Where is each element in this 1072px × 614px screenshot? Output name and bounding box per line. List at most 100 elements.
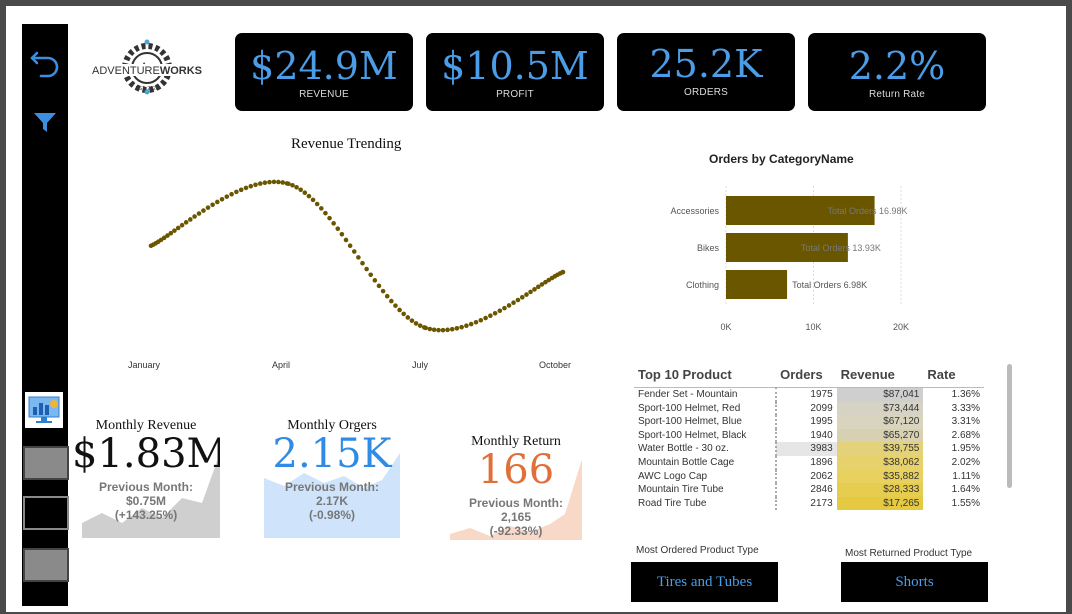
sidebar xyxy=(22,24,69,606)
trend-point xyxy=(318,206,324,211)
column-header-orders[interactable]: Orders xyxy=(776,361,837,388)
trend-point xyxy=(238,187,244,193)
kpi-revenue: $24.9M REVENUE xyxy=(235,33,413,111)
category-bar[interactable] xyxy=(726,270,788,299)
trend-point xyxy=(389,298,394,304)
table-row[interactable]: Road Tire Tube 2173 $17,265 1.55% xyxy=(634,496,984,511)
trend-point xyxy=(417,323,423,328)
trend-point xyxy=(454,326,460,331)
trend-point xyxy=(210,202,215,208)
trend-point xyxy=(290,182,295,188)
return-sparkline xyxy=(450,459,582,540)
page-nav-button-3[interactable] xyxy=(23,548,69,582)
trend-point xyxy=(253,182,258,188)
trend-point xyxy=(302,190,308,196)
trend-point xyxy=(488,313,493,319)
trend-point xyxy=(368,272,374,278)
trend-point xyxy=(165,233,170,238)
x-tick-label: July xyxy=(412,360,429,370)
trend-point xyxy=(372,278,378,283)
trend-point xyxy=(384,293,390,299)
table-row[interactable]: Mountain Bottle Cage 1896 $38,062 2.02% xyxy=(634,455,984,470)
report-canvas: ADVENTUREWORKS EST. 2020 $24.9M REVENUE … xyxy=(6,6,1066,612)
trend-point xyxy=(201,208,206,213)
table-scrollbar[interactable] xyxy=(1007,364,1012,488)
trend-point xyxy=(431,327,437,333)
most-ordered-label: Most Ordered Product Type xyxy=(636,545,759,556)
trend-point xyxy=(502,305,507,311)
x-tick-label: October xyxy=(539,360,572,370)
column-header-product[interactable]: Top 10 Product xyxy=(634,361,777,388)
product-cell: Mountain Bottle Cage xyxy=(638,456,735,468)
trend-point xyxy=(440,327,446,333)
table-row[interactable]: AWC Logo Cap 2062 $35,882 1.11% xyxy=(634,469,984,484)
category-bar[interactable] xyxy=(726,233,848,262)
previous-month-label: Previous Month: xyxy=(98,480,193,494)
kpi-orders: 25.2K ORDERS xyxy=(617,33,795,111)
filter-icon[interactable] xyxy=(26,104,64,142)
dashboard-icon[interactable] xyxy=(25,392,63,428)
trend-point xyxy=(276,179,281,185)
kpi-value: $10.5M xyxy=(441,44,589,88)
column-header-revenue[interactable]: Revenue xyxy=(836,361,924,388)
trend-point xyxy=(310,197,316,203)
kpi-profit: $10.5M PROFIT xyxy=(426,33,604,111)
trend-point xyxy=(196,211,202,216)
trend-point xyxy=(168,230,174,236)
adventureworks-logo: ADVENTUREWORKS EST. 2020 xyxy=(92,36,202,106)
trend-point xyxy=(175,225,181,231)
orders-cell: 3983 xyxy=(775,442,837,456)
table-row[interactable]: Water Bottle - 30 oz. 3983 $39,755 1.95% xyxy=(634,442,984,456)
trend-point xyxy=(327,215,332,221)
column-header-rate[interactable]: Rate xyxy=(923,361,984,388)
rate-cell: 1.55% xyxy=(951,497,980,509)
trend-point xyxy=(257,181,263,186)
trend-point xyxy=(380,288,386,294)
table-row[interactable]: Sport-100 Helmet, Black 1940 $65,270 2.68% xyxy=(634,428,984,443)
page-nav-button-2[interactable] xyxy=(23,496,69,530)
trend-point xyxy=(243,185,249,191)
trend-point xyxy=(536,284,541,290)
trend-point xyxy=(262,180,268,185)
trend-point xyxy=(393,303,398,308)
kpi-label: PROFIT xyxy=(496,89,534,100)
previous-month-value: $0.75M xyxy=(125,494,167,508)
kpi-label: REVENUE xyxy=(299,89,349,100)
table-row[interactable]: Sport-100 Helmet, Blue 1995 $67,120 3.31% xyxy=(634,415,984,429)
change-percent: (+143.25%) xyxy=(114,508,178,522)
product-cell: Sport-100 Helmet, Blue xyxy=(638,416,742,428)
trend-point xyxy=(409,318,415,323)
previous-month-label: Previous Month: xyxy=(284,480,379,494)
product-cell: Sport-100 Helmet, Black xyxy=(638,429,747,441)
trend-point xyxy=(161,235,167,241)
kpi-value: 25.2K xyxy=(649,42,763,86)
trend-point xyxy=(423,325,428,331)
revenue-sparkline xyxy=(82,453,220,538)
svg-text:ADVENTUREWORKS: ADVENTUREWORKS xyxy=(92,65,202,77)
trend-point xyxy=(464,323,469,329)
orders-cell: 2173 xyxy=(775,496,837,511)
x-tick-label: January xyxy=(128,360,161,370)
trend-point xyxy=(234,189,239,195)
monthly-return-value: 166 xyxy=(477,447,555,493)
trend-point xyxy=(339,231,345,237)
back-icon[interactable] xyxy=(26,44,64,82)
trend-point xyxy=(449,326,455,332)
previous-month-value: 2.17K xyxy=(315,494,349,508)
trend-point xyxy=(331,221,336,226)
kpi-return-rate: 2.2% Return Rate xyxy=(808,33,986,111)
table-row[interactable]: Fender Set - Mountain 1975 $87,041 1.36% xyxy=(634,387,984,402)
trend-point xyxy=(343,237,349,243)
change-percent: (-92.33%) xyxy=(489,524,543,538)
most-returned-label: Most Returned Product Type xyxy=(845,548,973,559)
table-row[interactable]: Mountain Tire Tube 2846 $28,333 1.64% xyxy=(634,483,984,497)
trend-point xyxy=(401,311,406,317)
orders-by-category-title: Orders by CategoryName xyxy=(709,152,854,166)
category-bar[interactable] xyxy=(726,196,875,225)
trend-point xyxy=(436,327,441,333)
table-row[interactable]: Sport-100 Helmet, Red 2099 $73,444 3.33% xyxy=(634,401,984,416)
trend-point xyxy=(524,292,529,297)
trend-point xyxy=(335,226,341,232)
page-nav-button-1[interactable] xyxy=(23,446,69,480)
monthly-revenue-card: Monthly Revenue $1.83M Previous Month: $… xyxy=(72,418,220,538)
